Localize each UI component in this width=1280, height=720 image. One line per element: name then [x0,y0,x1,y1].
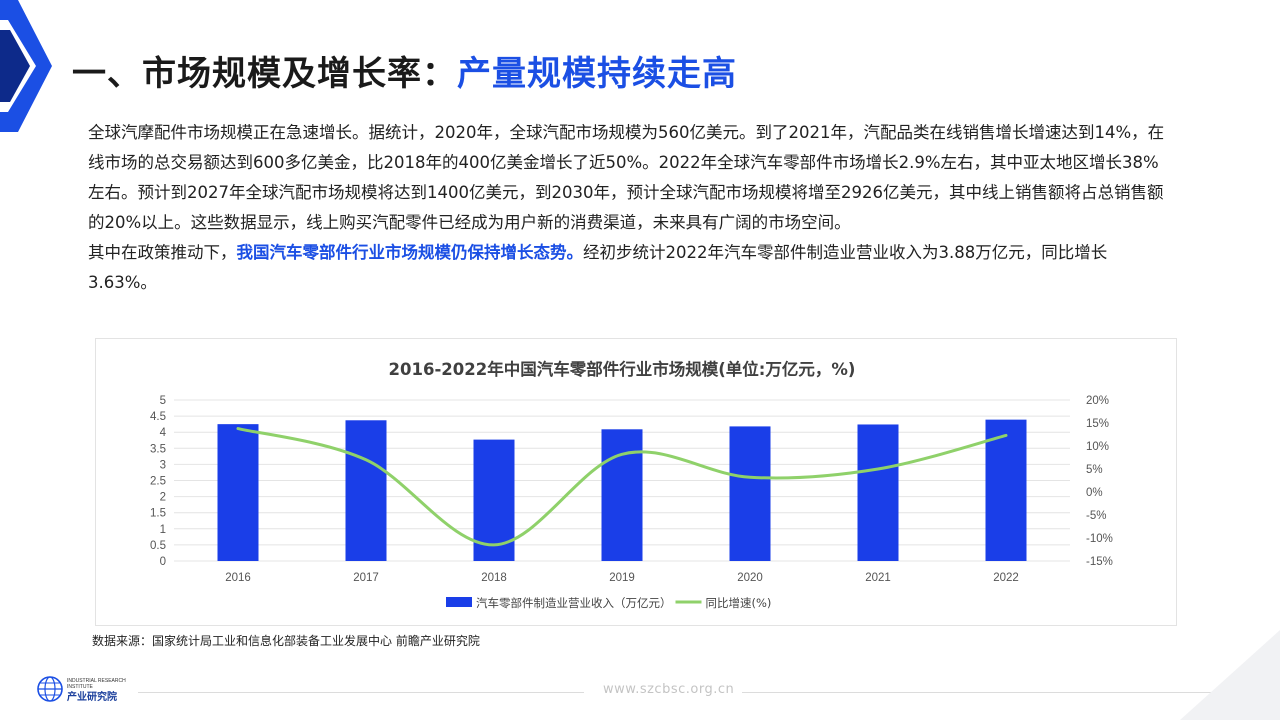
y-left-tick-label: 3 [160,459,166,471]
paragraph2-highlight: 我国汽车零部件行业市场规模仍保持增长态势。 [236,243,584,262]
chart-title: 2016-2022年中国汽车零部件行业市场规模(单位:万亿元，%) [389,359,856,379]
body-text: 全球汽摩配件市场规模正在急速增长。据统计，2020年，全球汽配市场规模为560亿… [88,118,1168,298]
paragraph2-pre: 其中在政策推动下， [88,243,237,262]
globe-icon [37,676,63,702]
x-tick-label: 2018 [481,572,507,584]
growth-rate-line [236,427,1008,547]
y-left-tick-label: 2 [160,492,166,504]
logo-line2: INSTITUTE [67,684,93,690]
y-right-tick-label: 15% [1086,418,1109,430]
y-right-tick-label: 10% [1086,441,1109,453]
bar-2019 [601,429,643,561]
x-tick-label: 2020 [737,572,763,584]
y-left-tick-label: 1 [160,524,166,536]
page-title: 一、市场规模及增长率：产量规模持续走高 [72,46,737,95]
bar-2021 [857,424,899,561]
y-right-tick-label: 5% [1086,464,1103,476]
bar-2016 [217,424,259,561]
y-right-tick-label: -15% [1086,556,1113,568]
x-tick-label: 2017 [353,572,379,584]
title-main: 一、市场规模及增长率： [72,54,457,94]
bar-2022 [985,419,1027,561]
x-tick-label: 2019 [609,572,635,584]
y-left-tick-label: 2.5 [150,476,166,488]
x-tick-label: 2016 [225,572,251,584]
y-right-tick-label: -5% [1086,510,1106,522]
logo-line1: INDUSTRIAL RESEARCH [67,678,126,684]
legend-line-label: 同比增速(%) [706,596,772,610]
corner-chevron-decoration [0,0,52,132]
y-left-tick-label: 0 [160,556,166,568]
y-left-tick-label: 4 [160,427,167,439]
footer-line-right [742,692,1212,693]
y-right-tick-label: 20% [1086,395,1109,407]
combo-chart: 2016-2022年中国汽车零部件行业市场规模(单位:万亿元，%) 0 0.5 1 1.… [150,359,1113,610]
paragraph-global-market: 全球汽摩配件市场规模正在急速增长。据统计，2020年，全球汽配市场规模为560亿… [88,123,1165,232]
y-left-tick-label: 1.5 [150,508,166,520]
bar-2017 [345,420,387,561]
chart-frame: 2016-2022年中国汽车零部件行业市场规模(单位:万亿元，%) 0 0.5 1 1.… [95,338,1177,626]
y-left-tick-label: 5 [160,395,166,407]
x-tick-label: 2021 [865,572,891,584]
y-right-tick-label: -10% [1086,533,1113,545]
paragraph2-post: 经初步统计2022年汽车零部件制造业营业收入为3.88万亿元，同比增长3.63%… [88,243,1108,292]
paragraph-china-market: 其中在政策推动下，我国汽车零部件行业市场规模仍保持增长态势。经初步统计2022年… [88,238,1168,298]
footer-line-left [138,692,584,693]
y-right-tick-label: 0% [1086,487,1103,499]
title-accent: 产量规模持续走高 [457,54,737,94]
y-left-tick-label: 0.5 [150,540,166,552]
y-left-tick-label: 3.5 [150,443,166,455]
logo-cn: 产业研究院 [67,690,117,703]
footer-url: www.szcbsc.org.cn [603,682,735,697]
y-left-tick-label: 4.5 [150,411,166,423]
corner-triangle-decoration [1180,630,1280,720]
legend-bar-label: 汽车零部件制造业营业收入（万亿元） [476,596,672,610]
institute-logo: INDUSTRIAL RESEARCH INSTITUTE 产业研究院 [37,676,126,703]
bar-2020 [729,426,771,561]
data-source: 数据来源：国家统计局工业和信息化部装备工业发展中心 前瞻产业研究院 [92,634,480,648]
legend-bar-swatch [446,597,472,607]
x-tick-label: 2022 [993,572,1019,584]
